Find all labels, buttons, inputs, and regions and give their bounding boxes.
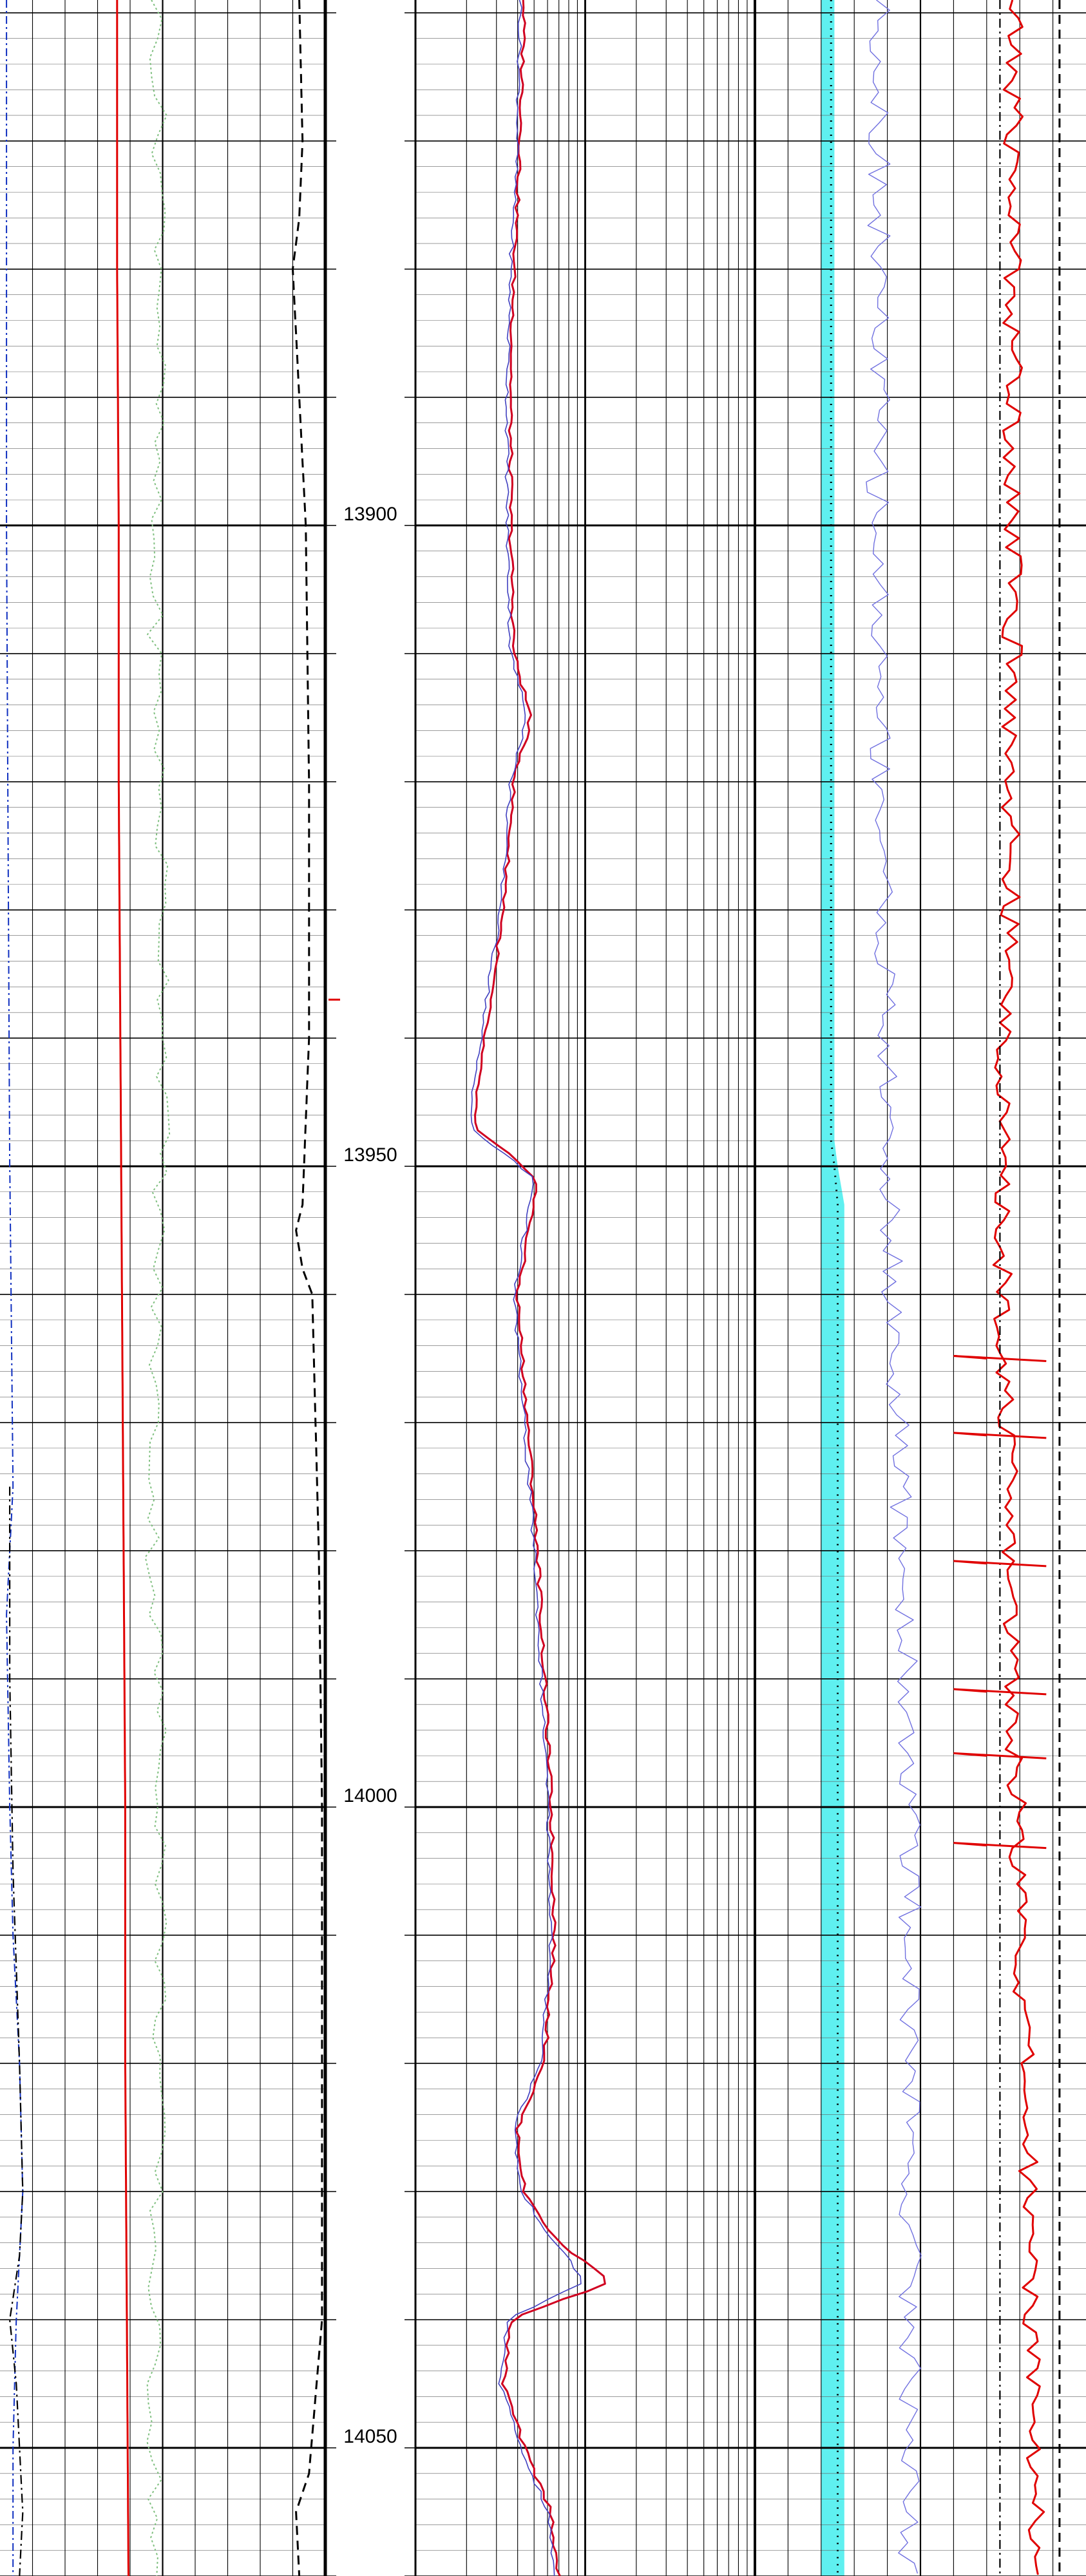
track3-red-spike bbox=[953, 1354, 1047, 1362]
track3-series-1-curve bbox=[830, 0, 839, 2576]
track1-series-4-curve bbox=[144, 0, 171, 2576]
track1-series-3-curve bbox=[9, 1486, 24, 2576]
track2-series-0-curve bbox=[474, 0, 606, 2576]
depth-label: 13950 bbox=[343, 1144, 397, 1166]
track1-series-1-curve bbox=[292, 0, 323, 2576]
depth-label: 14000 bbox=[343, 1785, 397, 1806]
track3-series-0-fill bbox=[821, 0, 844, 2576]
track1-series-0-curve bbox=[116, 0, 129, 2576]
track3-red-spike bbox=[953, 1842, 1047, 1850]
track3-series-3-curve bbox=[992, 0, 1045, 2575]
depth-track: 13900 13950 14000 14050 bbox=[325, 12, 415, 2576]
depth-label: 14050 bbox=[343, 2426, 397, 2447]
track3-red-spike bbox=[953, 1752, 1047, 1759]
track3-series-2-curve bbox=[866, 0, 922, 2574]
curve-layer bbox=[6, 0, 1061, 2576]
track3-red-spike bbox=[953, 1688, 1047, 1696]
depth-label: 13900 bbox=[343, 504, 397, 525]
track3-red-spike bbox=[953, 1560, 1047, 1567]
track3-cyan-fill-layer bbox=[821, 0, 844, 2576]
track-frames bbox=[323, 0, 756, 2576]
track3-red-spike bbox=[953, 1432, 1047, 1439]
track2-series-1-curve bbox=[470, 0, 582, 2576]
